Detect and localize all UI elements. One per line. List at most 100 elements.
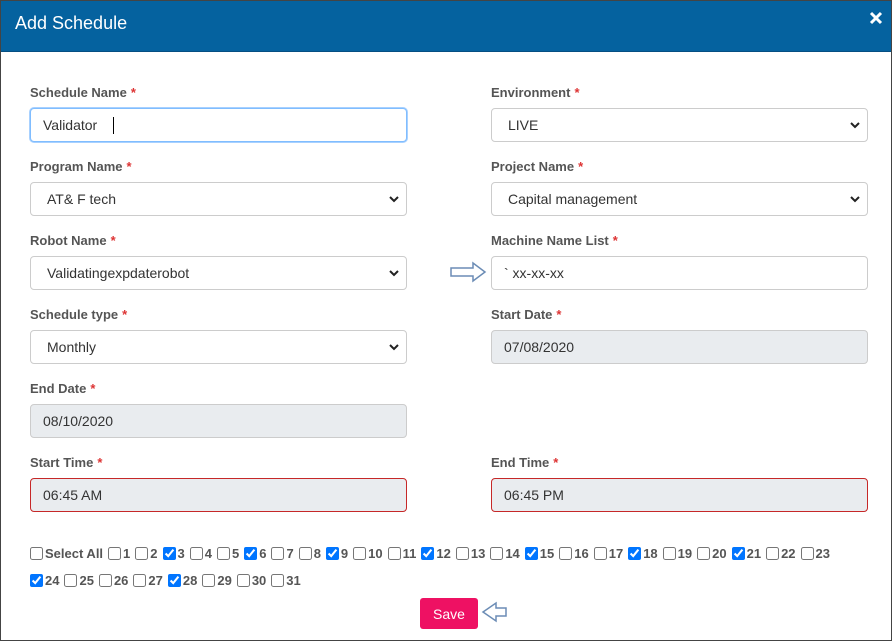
checkbox[interactable] bbox=[387, 546, 401, 560]
input-field[interactable]: 06:45 PM bbox=[491, 478, 868, 512]
day-option[interactable]: 24 bbox=[30, 571, 59, 589]
day-option[interactable]: 6 bbox=[244, 544, 266, 562]
checkbox-label: 10 bbox=[368, 545, 383, 561]
dropdown-arrow bbox=[389, 196, 399, 203]
day-option[interactable]: 19 bbox=[662, 544, 692, 562]
day-option[interactable]: 25 bbox=[64, 571, 94, 589]
day-option[interactable]: 2 bbox=[135, 544, 158, 562]
day-option[interactable]: 7 bbox=[271, 544, 294, 562]
label-text: Program Name bbox=[30, 159, 123, 174]
day-option[interactable]: 18 bbox=[628, 544, 658, 562]
checkbox-label: 31 bbox=[286, 572, 301, 588]
checkbox[interactable] bbox=[244, 546, 258, 560]
checkbox[interactable] bbox=[593, 546, 607, 560]
input-field[interactable]: ` xx-xx-xx bbox=[491, 256, 868, 290]
day-option[interactable]: 1 bbox=[108, 544, 130, 562]
checkbox[interactable] bbox=[353, 546, 367, 560]
day-option[interactable]: 28 bbox=[167, 571, 197, 589]
select-all[interactable]: Select All bbox=[30, 544, 103, 562]
checkbox[interactable] bbox=[236, 573, 250, 587]
checkbox[interactable] bbox=[64, 573, 78, 587]
day-option[interactable]: 20 bbox=[697, 544, 727, 562]
checkbox[interactable] bbox=[662, 546, 676, 560]
checkbox[interactable] bbox=[98, 573, 112, 587]
input-field: 08/10/2020 bbox=[30, 404, 407, 438]
day-option[interactable]: 16 bbox=[559, 544, 589, 562]
dropdown[interactable]: Capital management bbox=[491, 182, 868, 216]
checkbox[interactable] bbox=[162, 546, 176, 560]
checkbox[interactable] bbox=[167, 573, 181, 587]
field-label: End Date * bbox=[30, 381, 95, 396]
dropdown[interactable]: Validatingexpdaterobot bbox=[30, 256, 407, 290]
checkbox[interactable] bbox=[800, 546, 814, 560]
day-option[interactable]: 29 bbox=[202, 571, 232, 589]
day-option[interactable]: 13 bbox=[455, 544, 485, 562]
checkbox[interactable] bbox=[202, 573, 216, 587]
checkbox[interactable] bbox=[455, 546, 469, 560]
day-option[interactable]: 8 bbox=[298, 544, 321, 562]
field-value: 06:45 PM bbox=[504, 487, 564, 503]
day-option[interactable]: 22 bbox=[766, 544, 796, 562]
day-option[interactable]: 12 bbox=[421, 544, 451, 562]
checkbox[interactable] bbox=[271, 573, 285, 587]
checkbox[interactable] bbox=[524, 546, 538, 560]
day-option[interactable]: 11 bbox=[387, 544, 416, 562]
dropdown[interactable]: LIVE bbox=[491, 108, 868, 142]
day-option[interactable]: 10 bbox=[353, 544, 383, 562]
day-option[interactable]: 5 bbox=[216, 544, 239, 562]
checkbox[interactable] bbox=[30, 546, 43, 560]
field-label: Start Time * bbox=[30, 455, 102, 470]
input-field[interactable]: 06:45 AM bbox=[30, 478, 407, 512]
checkbox[interactable] bbox=[271, 546, 285, 560]
chevron bbox=[389, 196, 399, 203]
day-option[interactable]: 15 bbox=[524, 544, 555, 562]
day-option[interactable]: 31 bbox=[271, 571, 301, 589]
checkbox-label: 2 bbox=[150, 545, 158, 561]
dropdown[interactable]: AT& F tech bbox=[30, 182, 407, 216]
dropdown-arrow bbox=[389, 344, 399, 351]
checkbox-label: 15 bbox=[539, 545, 555, 561]
save-button[interactable]: Save bbox=[420, 598, 478, 629]
close-button[interactable] bbox=[869, 11, 883, 25]
checkbox[interactable] bbox=[30, 573, 43, 587]
checkbox[interactable] bbox=[189, 546, 203, 560]
checkbox[interactable] bbox=[490, 546, 504, 560]
day-option[interactable]: 17 bbox=[593, 544, 623, 562]
checkbox[interactable] bbox=[135, 546, 149, 560]
day-checkboxes: Select All 1 2 3 4 5 6 7 8 9 10 11 12 13 14 15 16 17 18 19 2… bbox=[30, 544, 838, 589]
checkbox[interactable] bbox=[766, 546, 780, 560]
required-mark: * bbox=[556, 307, 562, 322]
dropdown-arrow bbox=[850, 122, 860, 129]
checkbox[interactable] bbox=[298, 546, 312, 560]
checkbox[interactable] bbox=[559, 546, 573, 560]
checkbox-label: 27 bbox=[148, 572, 163, 588]
day-option[interactable]: 27 bbox=[133, 571, 163, 589]
checkbox[interactable] bbox=[421, 546, 435, 560]
day-option[interactable]: 14 bbox=[490, 544, 520, 562]
checkbox-label: 23 bbox=[815, 545, 830, 561]
checkbox-label: 16 bbox=[574, 545, 589, 561]
checkbox[interactable] bbox=[133, 573, 147, 587]
checkbox-label: Select All bbox=[45, 545, 104, 561]
day-option[interactable]: 21 bbox=[731, 544, 761, 562]
input-field[interactable]: Validator bbox=[30, 108, 407, 142]
field-label: Schedule type * bbox=[30, 307, 127, 322]
day-option[interactable]: 23 bbox=[800, 544, 830, 562]
dropdown[interactable]: Monthly bbox=[30, 330, 407, 364]
day-option[interactable]: 30 bbox=[236, 571, 267, 589]
checkbox[interactable] bbox=[108, 546, 122, 560]
checkbox[interactable] bbox=[628, 546, 642, 560]
day-option[interactable]: 4 bbox=[189, 544, 212, 562]
day-option[interactable]: 9 bbox=[325, 544, 348, 562]
checkbox[interactable] bbox=[731, 546, 745, 560]
checkbox[interactable] bbox=[216, 546, 230, 560]
modal-title: Add Schedule bbox=[15, 13, 128, 33]
day-option[interactable]: 3 bbox=[162, 544, 185, 562]
checkbox[interactable] bbox=[325, 546, 339, 560]
checkbox[interactable] bbox=[697, 546, 711, 560]
label-text: Machine Name List bbox=[491, 233, 609, 248]
day-option[interactable]: 26 bbox=[98, 571, 128, 589]
checkbox-label: 6 bbox=[259, 545, 267, 561]
checkbox-label: 30 bbox=[251, 572, 267, 588]
